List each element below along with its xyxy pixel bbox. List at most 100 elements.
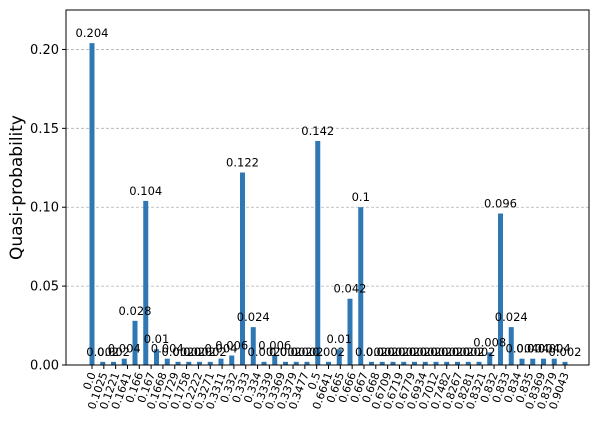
bar (336, 349, 342, 365)
bar-value-label: 0.002 (452, 345, 485, 359)
bar-value-label: 0.002 (409, 345, 442, 359)
bars (89, 43, 568, 366)
bar (519, 358, 525, 365)
bar (476, 361, 482, 365)
x-tick-label: 0.5 (305, 371, 323, 392)
bar (508, 327, 514, 365)
y-axis-label: Quasi-probability (7, 115, 27, 260)
bar-value-label: 0.002 (398, 345, 431, 359)
bar (143, 200, 149, 365)
bar-value-label: 0.002 (269, 345, 302, 359)
bar (487, 352, 493, 365)
bar (121, 358, 127, 365)
bar (186, 361, 192, 365)
bar-value-label: 0.004 (538, 342, 571, 356)
y-tick-label: 0.20 (30, 43, 59, 58)
bar-value-label: 0.122 (226, 156, 259, 170)
bar (197, 361, 202, 365)
bar-value-label: 0.002 (280, 345, 313, 359)
bar (100, 361, 106, 365)
bar-value-label: 0.002 (291, 345, 324, 359)
bar (562, 361, 568, 365)
bar-value-label: 0.002 (194, 345, 227, 359)
bar-value-label: 0.008 (473, 335, 506, 349)
bar-value-label: 0.002 (420, 345, 453, 359)
bar-value-label: 0.006 (215, 339, 248, 353)
bar-value-label: 0.024 (237, 310, 270, 324)
bar (358, 207, 364, 365)
bar-value-label: 0.006 (258, 339, 291, 353)
bar-value-label: 0.01 (144, 332, 170, 346)
bar (272, 355, 278, 365)
bar (293, 361, 299, 365)
bar-value-label: 0.104 (129, 184, 162, 198)
bar (250, 327, 256, 365)
bar (315, 140, 321, 365)
bar (412, 361, 417, 365)
bar-value-label: 0.01 (326, 332, 352, 346)
bar-value-label: 0.004 (108, 342, 141, 356)
bar-value-label: 0.024 (495, 310, 528, 324)
bar-value-label: 0.096 (484, 197, 517, 211)
bar (304, 361, 310, 365)
bar (261, 361, 267, 365)
bar (89, 43, 95, 366)
bar-value-label: 0.002 (312, 345, 345, 359)
bar-value-label: 0.204 (76, 26, 109, 40)
bar (229, 355, 235, 365)
bar (154, 349, 159, 365)
bar-value-label: 0.004 (151, 342, 184, 356)
bar-value-label: 0.004 (205, 342, 238, 356)
bar-value-label: 0.002 (86, 345, 119, 359)
bar-value-label: 0.002 (430, 345, 463, 359)
bar (240, 172, 245, 365)
bar (347, 298, 353, 365)
bar-value-label: 0.004 (516, 342, 549, 356)
bar (422, 361, 428, 365)
bar-value-label: 0.002 (97, 345, 130, 359)
bar (326, 361, 331, 365)
bar-value-label: 0.002 (549, 345, 582, 359)
bar-value-label: 0.004 (506, 342, 539, 356)
bar-value-label: 0.002 (366, 345, 399, 359)
bar-value-label: 0.004 (527, 342, 560, 356)
bar-value-label: 0.002 (441, 345, 474, 359)
bar-value-label: 0.002 (377, 345, 410, 359)
bar (401, 361, 407, 365)
bar-value-label: 0.1 (352, 190, 370, 204)
bar (207, 361, 213, 365)
bar (218, 358, 224, 365)
bar (455, 361, 460, 365)
bar (132, 320, 138, 365)
bar-value-label: 0.028 (119, 304, 152, 318)
bar-value-label: 0.002 (183, 345, 216, 359)
plot-frame (65, 9, 590, 366)
bar (541, 358, 546, 365)
bar-value-label: 0.002 (463, 345, 496, 359)
bar-value-label: 0.142 (301, 124, 334, 138)
bar-value-label: 0.002 (172, 345, 205, 359)
bar (465, 361, 471, 365)
y-tick-label: 0.00 (30, 359, 59, 374)
bar (530, 358, 536, 365)
bar (379, 361, 385, 365)
bar-value-label: 0.002 (355, 345, 388, 359)
y-tick-label: 0.05 (30, 280, 59, 295)
bar-value-label: 0.002 (387, 345, 420, 359)
bar (551, 358, 557, 365)
data-labels: 0.2040.0020.0020.0040.0280.1040.010.0040… (76, 26, 582, 359)
bar (498, 213, 503, 365)
bar (111, 361, 116, 365)
bar (390, 361, 396, 365)
bar (433, 361, 439, 365)
x-tick-label: 0.0 (81, 371, 99, 392)
bar-value-label: 0.042 (334, 282, 367, 296)
y-tick-label: 0.10 (30, 201, 59, 216)
bar (175, 361, 181, 365)
x-axis-ticks: 0.00.10250.12210.16410.1660.1670.16680.1… (81, 365, 572, 411)
bar-value-label: 0.002 (162, 345, 195, 359)
bar (283, 361, 288, 365)
bar (164, 358, 170, 365)
bar (369, 361, 374, 365)
